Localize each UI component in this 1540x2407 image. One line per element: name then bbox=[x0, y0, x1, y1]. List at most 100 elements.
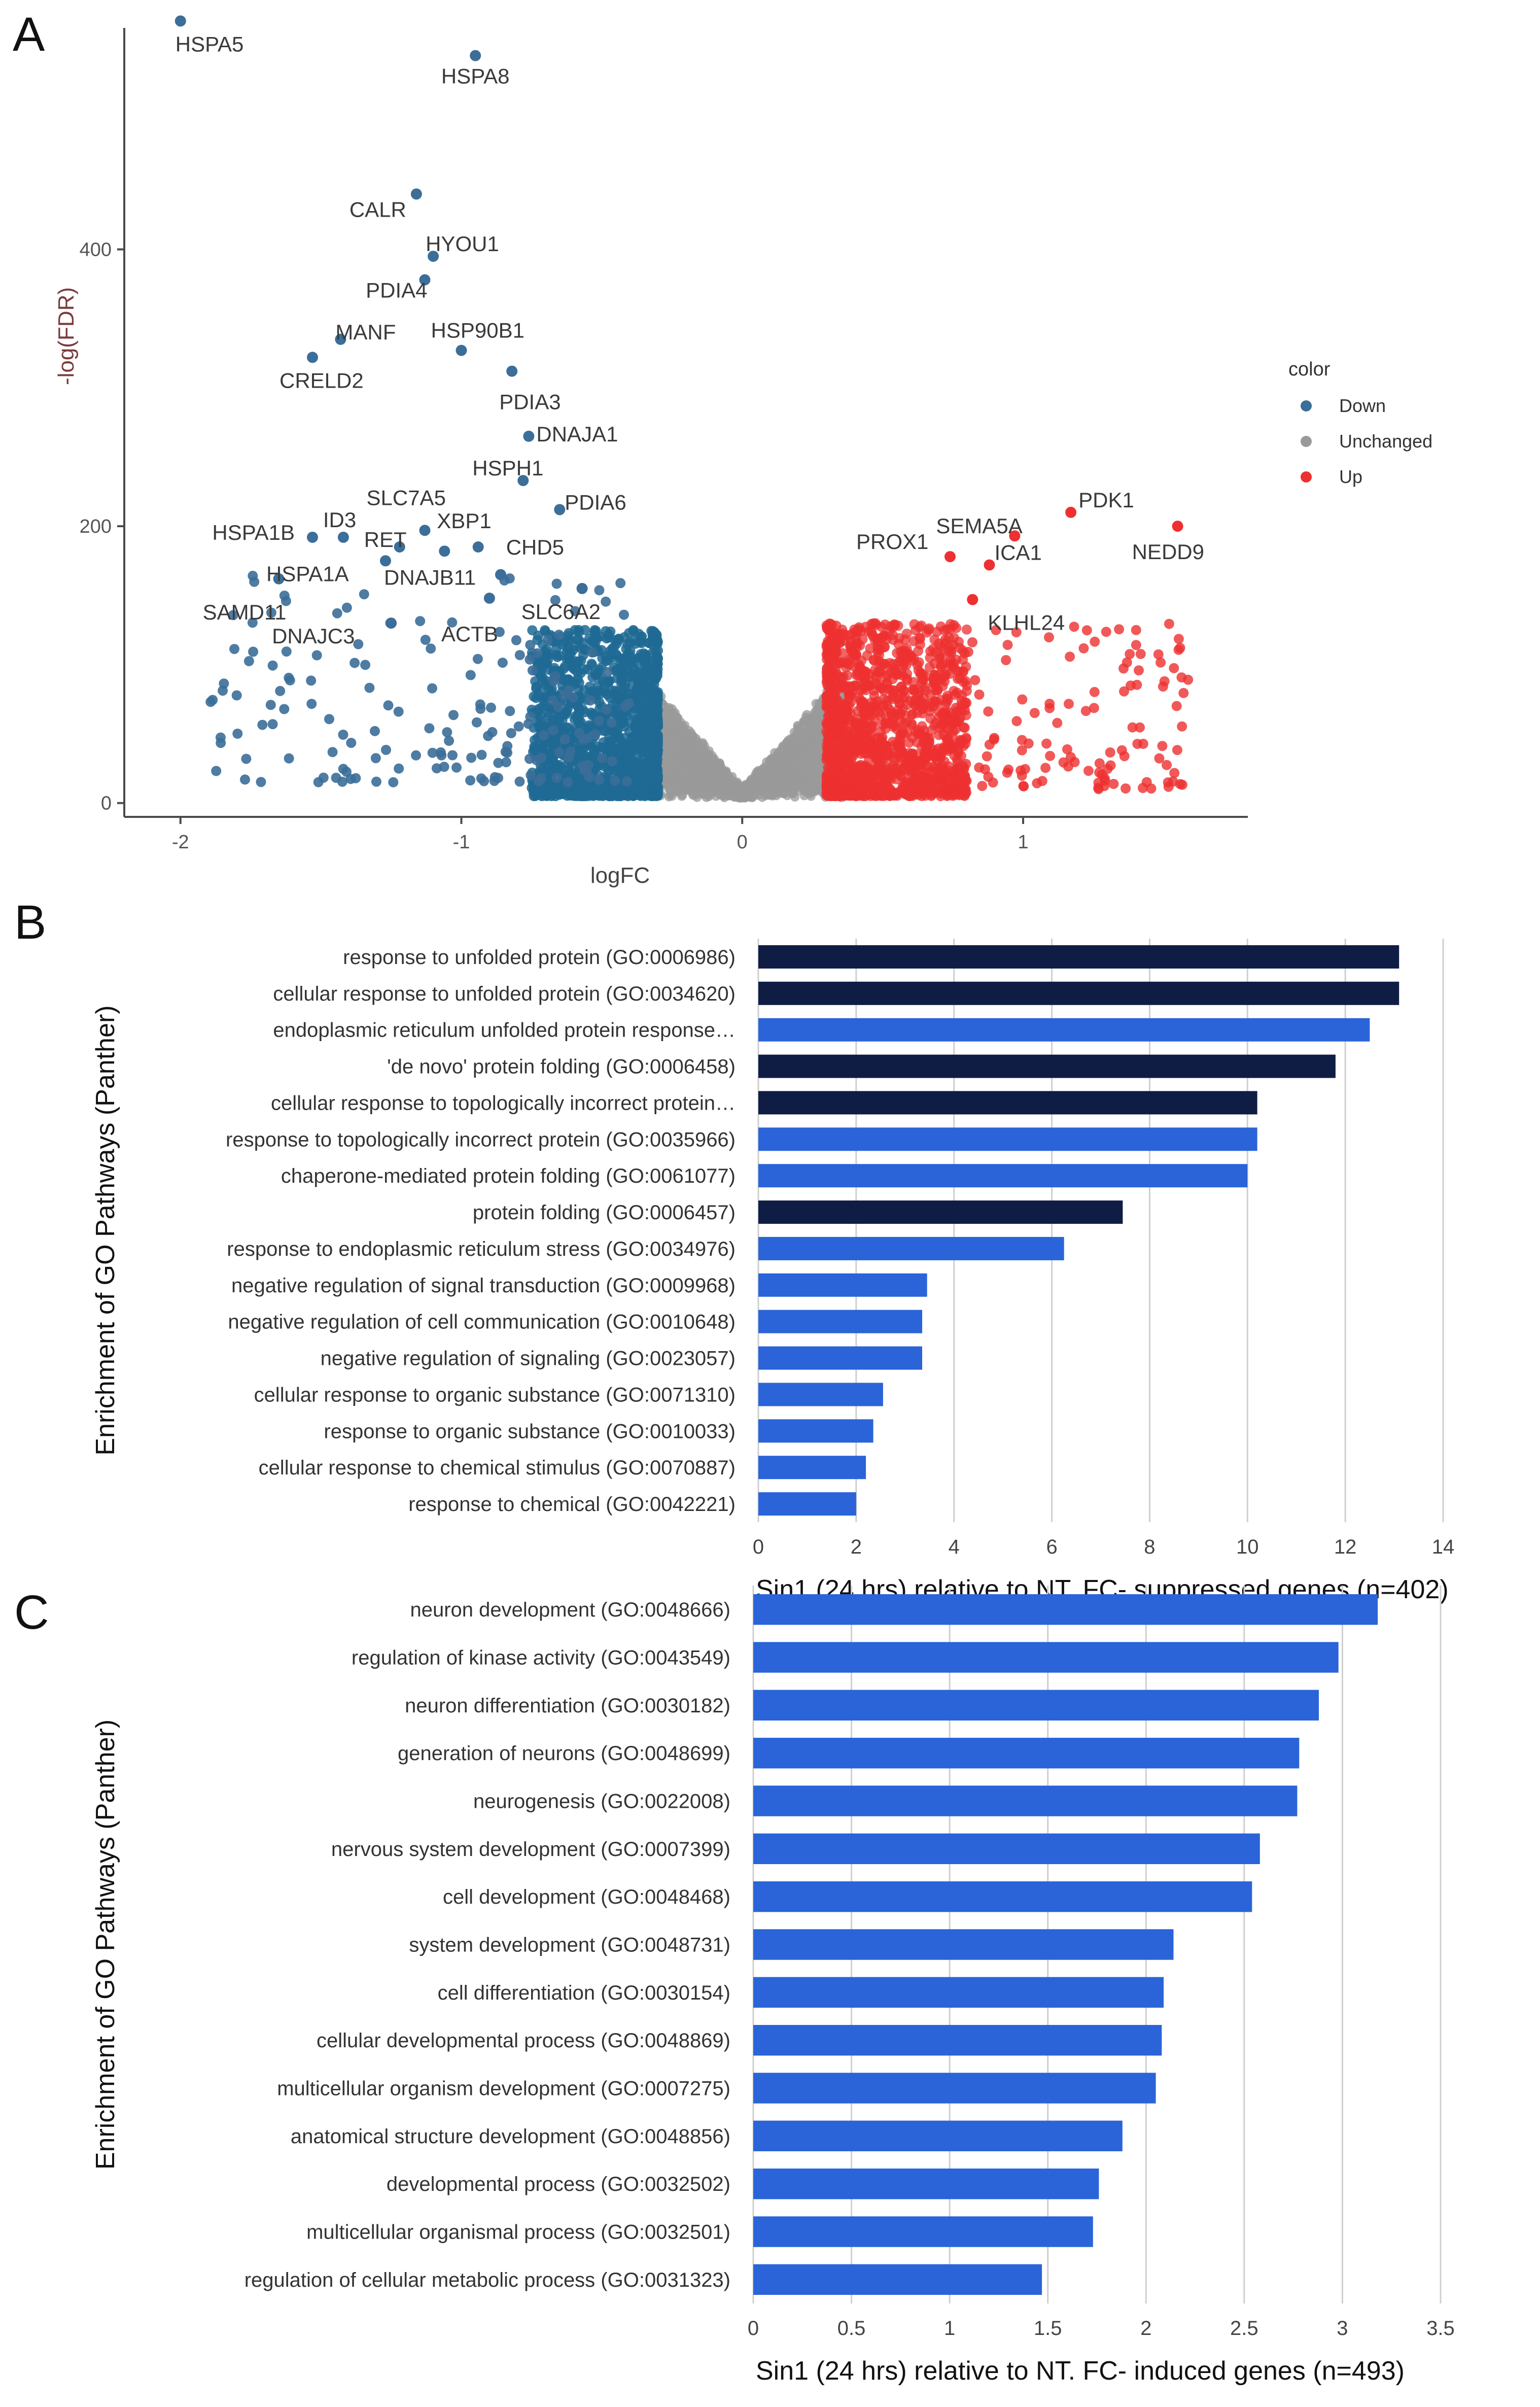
unchanged-point bbox=[695, 761, 705, 771]
down-point bbox=[436, 750, 447, 761]
down-point bbox=[634, 694, 644, 704]
down-point bbox=[594, 585, 605, 596]
down-point bbox=[349, 658, 360, 668]
down-point bbox=[529, 745, 540, 755]
down-point bbox=[606, 790, 617, 801]
down-point bbox=[563, 777, 573, 787]
down-point bbox=[241, 753, 252, 764]
down-point bbox=[570, 625, 580, 635]
down-point bbox=[628, 626, 639, 636]
down-point bbox=[652, 764, 662, 775]
down-point bbox=[594, 774, 605, 785]
down-point bbox=[447, 750, 458, 761]
down-point bbox=[371, 776, 381, 787]
unchanged-point bbox=[667, 734, 677, 743]
down-point bbox=[338, 764, 348, 774]
down-point bbox=[603, 655, 613, 665]
unchanged-point bbox=[722, 775, 731, 784]
unchanged-point bbox=[736, 784, 746, 794]
down-point bbox=[514, 650, 525, 661]
x-axis-title: logFC bbox=[590, 863, 650, 888]
unchanged-point bbox=[679, 723, 688, 733]
down-point bbox=[465, 775, 476, 786]
down-point bbox=[306, 699, 317, 709]
x-tick-label: -1 bbox=[453, 832, 470, 853]
down-point bbox=[359, 589, 369, 600]
down-point bbox=[635, 680, 645, 691]
down-point bbox=[442, 727, 452, 738]
down-point bbox=[539, 730, 549, 741]
down-point bbox=[548, 725, 558, 736]
down-point bbox=[617, 737, 628, 748]
unchanged-point bbox=[683, 731, 692, 740]
down-point bbox=[531, 683, 541, 694]
down-point bbox=[205, 697, 216, 707]
down-point bbox=[580, 625, 590, 635]
down-point bbox=[587, 785, 598, 796]
down-point bbox=[240, 774, 250, 785]
down-point bbox=[636, 662, 646, 673]
down-point bbox=[638, 737, 649, 747]
down-point bbox=[542, 635, 553, 645]
down-point bbox=[563, 723, 574, 733]
down-point bbox=[623, 647, 634, 658]
x-tick-label: 0 bbox=[737, 832, 748, 853]
down-point bbox=[448, 710, 459, 720]
x-tick-label: 1 bbox=[1018, 832, 1028, 853]
down-point bbox=[505, 706, 515, 716]
down-point bbox=[388, 777, 399, 787]
down-point bbox=[612, 673, 622, 683]
unchanged-point bbox=[799, 720, 809, 730]
down-point bbox=[534, 776, 544, 786]
down-point bbox=[351, 773, 361, 783]
down-point bbox=[634, 652, 644, 663]
down-point bbox=[327, 747, 338, 758]
down-point bbox=[606, 717, 617, 728]
down-point bbox=[267, 719, 278, 730]
down-point bbox=[420, 635, 431, 645]
down-point bbox=[626, 739, 637, 750]
unchanged-point bbox=[673, 713, 682, 723]
down-point bbox=[551, 649, 562, 660]
down-point bbox=[497, 658, 508, 668]
down-point bbox=[616, 716, 626, 727]
unchanged-point bbox=[673, 724, 682, 734]
unchanged-point bbox=[662, 777, 672, 786]
down-point bbox=[525, 640, 536, 650]
down-point bbox=[432, 763, 442, 774]
down-point bbox=[476, 773, 486, 784]
unchanged-point bbox=[803, 733, 813, 742]
down-point bbox=[618, 766, 628, 776]
down-point bbox=[231, 690, 242, 701]
down-point bbox=[364, 682, 375, 693]
unchanged-point bbox=[665, 790, 675, 800]
down-point bbox=[605, 646, 615, 657]
unchanged-point bbox=[778, 753, 788, 763]
down-point bbox=[565, 746, 576, 757]
down-point bbox=[513, 721, 524, 732]
unchanged-point bbox=[781, 740, 791, 749]
down-point bbox=[265, 700, 276, 710]
down-point bbox=[551, 772, 562, 783]
unchanged-point bbox=[716, 784, 725, 794]
down-point bbox=[370, 726, 380, 736]
down-point bbox=[514, 776, 525, 787]
down-point bbox=[569, 790, 580, 801]
down-point bbox=[574, 704, 584, 714]
unchanged-point bbox=[676, 754, 685, 764]
down-point bbox=[552, 712, 563, 723]
down-point bbox=[527, 665, 538, 676]
down-point bbox=[338, 730, 348, 740]
up-point bbox=[904, 737, 915, 748]
down-point bbox=[444, 736, 454, 746]
down-point bbox=[607, 756, 617, 767]
down-point bbox=[284, 753, 294, 764]
unchanged-point bbox=[679, 744, 689, 754]
y-axis-title: -log(FDR) bbox=[54, 287, 79, 385]
unchanged-point bbox=[671, 771, 680, 780]
down-point bbox=[601, 704, 612, 715]
down-point bbox=[554, 630, 564, 640]
down-point bbox=[218, 685, 228, 696]
down-point bbox=[267, 660, 278, 671]
unchanged-point bbox=[794, 786, 803, 796]
